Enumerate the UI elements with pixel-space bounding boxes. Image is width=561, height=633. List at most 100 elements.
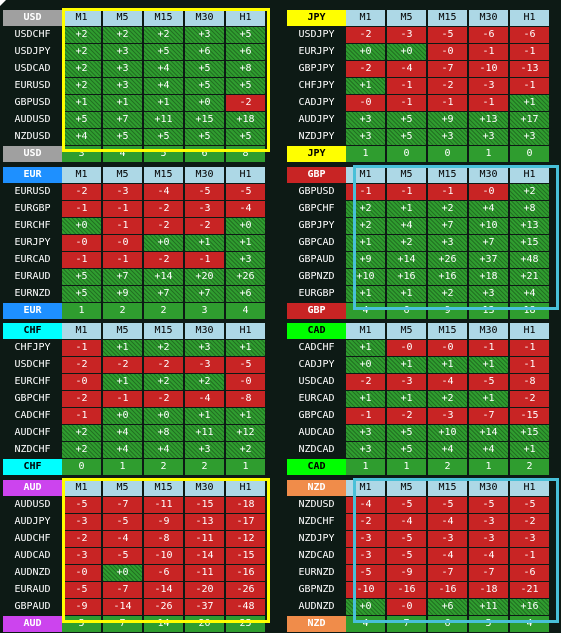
strength-cell: -3	[469, 78, 508, 94]
strength-cell: -1	[510, 44, 549, 60]
strength-cell: -2	[346, 514, 385, 530]
pair-label: EURNZD	[298, 567, 335, 578]
strength-cell: -20	[185, 582, 224, 598]
pair-row-usdcad: USDCAD +2 +3 +4 +5 +8	[3, 61, 267, 77]
strength-cell: +26	[428, 252, 467, 268]
pair-label: USDCAD	[14, 63, 51, 74]
pair-label: CADJPY	[298, 359, 335, 370]
strength-cell: +20	[185, 269, 224, 285]
currency-footer-label: GBP	[287, 303, 346, 319]
strength-cell: +10	[346, 269, 385, 285]
timeframe-header-m30: M30	[185, 167, 224, 183]
pair-row-usdchf: USDCHF +2 +2 +2 +3 +5	[3, 27, 267, 43]
strength-cell: +14	[387, 252, 426, 268]
strength-cell: -37	[185, 599, 224, 615]
strength-cell: +8	[226, 61, 265, 77]
strength-cell: +1	[387, 391, 426, 407]
window-corner-marker	[0, 0, 6, 6]
strength-cell: +5	[226, 78, 265, 94]
strength-cell: -4	[387, 514, 426, 530]
strength-cell: +2	[62, 425, 101, 441]
strength-cell: -2	[185, 218, 224, 234]
pair-row-audjpy: AUDJPY +3 +5 +9 +13 +17	[287, 112, 551, 128]
footer-score-cell: 2	[144, 459, 183, 475]
strength-cell: +1	[226, 408, 265, 424]
timeframe-header-m30: M30	[185, 323, 224, 339]
pair-row-nzdchf: NZDCHF -2 -4 -4 -3 -2	[287, 514, 551, 530]
strength-cell: +15	[510, 235, 549, 251]
footer-score-cell: 6	[387, 303, 426, 319]
strength-cell: -16	[387, 582, 426, 598]
panel-header: EUR M1 M5 M15 M30 H1	[3, 167, 267, 183]
footer-score-cell: 4	[510, 616, 549, 632]
strength-cell: -2	[144, 201, 183, 217]
timeframe-header-h1: H1	[510, 480, 549, 496]
timeframe-header-h1: H1	[226, 480, 265, 496]
pair-label: NZDUSD	[14, 131, 51, 142]
pair-label: USDJPY	[298, 29, 335, 40]
pair-label: GBPAUD	[298, 254, 335, 265]
strength-cell: -13	[185, 514, 224, 530]
footer-score-cell: 9	[428, 303, 467, 319]
timeframe-header-h1: H1	[510, 167, 549, 183]
strength-cell: +17	[510, 112, 549, 128]
pair-label: EURCHF	[14, 376, 51, 387]
timeframe-header-m5: M5	[103, 167, 142, 183]
pair-label: CHFJPY	[14, 342, 51, 353]
strength-cell: -1	[428, 184, 467, 200]
strength-cell: -8	[226, 391, 265, 407]
strength-cell: -1	[387, 95, 426, 111]
footer-score-cell: 0	[428, 146, 467, 162]
strength-cell: -7	[103, 497, 142, 513]
pair-row-gbpaud: GBPAUD -9 -14 -26 -37 -48	[3, 599, 267, 615]
strength-cell: +1	[387, 286, 426, 302]
pair-label: CADJPY	[298, 97, 335, 108]
strength-cell: +5	[185, 61, 224, 77]
strength-cell: -3	[510, 531, 549, 547]
strength-cell: -11	[185, 531, 224, 547]
pair-row-gbpcad: GBPCAD +1 +2 +3 +7 +15	[287, 235, 551, 251]
strength-cell: +5	[387, 425, 426, 441]
timeframe-header-m30: M30	[469, 323, 508, 339]
strength-cell: +4	[428, 442, 467, 458]
pair-label: EURJPY	[14, 237, 51, 248]
pair-label: GBPJPY	[298, 220, 335, 231]
strength-cell: -2	[62, 184, 101, 200]
strength-cell: +16	[428, 269, 467, 285]
strength-cell: -4	[103, 531, 142, 547]
panel-footer: AUD 5 7 14 20 25	[3, 616, 267, 632]
strength-cell: +5	[185, 78, 224, 94]
panel-header: CAD M1 M5 M15 M30 H1	[287, 323, 551, 339]
pair-row-gbpnzd: GBPNZD -10 -16 -16 -18 -21	[287, 582, 551, 598]
strength-cell: -7	[428, 565, 467, 581]
pair-label: AUDNZD	[14, 567, 51, 578]
strength-cell: -3	[185, 357, 224, 373]
strength-cell: +5	[62, 269, 101, 285]
timeframe-header-m1: M1	[62, 323, 101, 339]
strength-cell: -4	[469, 548, 508, 564]
strength-cell: +1	[428, 357, 467, 373]
strength-cell: +3	[103, 78, 142, 94]
pair-row-nzdchf: NZDCHF +2 +4 +4 +3 +2	[3, 442, 267, 458]
strength-cell: -3	[387, 27, 426, 43]
pair-row-audcad: AUDCAD +3 +5 +10 +14 +15	[287, 425, 551, 441]
strength-cell: -4	[428, 374, 467, 390]
strength-cell: +4	[103, 425, 142, 441]
strength-cell: +5	[226, 129, 265, 145]
strength-cell: -1	[62, 252, 101, 268]
pair-row-gbpaud: GBPAUD +9 +14 +26 +37 +48	[287, 252, 551, 268]
pair-label: USDCHF	[14, 29, 51, 40]
panel-nzd: NZD M1 M5 M15 M30 H1 NZDUSD -4 -5 -5 -5 -5 NZDCHF -2-…	[287, 480, 551, 633]
panel-eur: EUR M1 M5 M15 M30 H1 EURUSD -2 -3 -4 -5 -5 EURGBP -1-…	[3, 167, 267, 320]
timeframe-header-m15: M15	[428, 10, 467, 26]
strength-cell: +16	[510, 599, 549, 615]
footer-score-cell: 0	[510, 146, 549, 162]
strength-cell: +5	[144, 44, 183, 60]
strength-cell: -9	[144, 514, 183, 530]
strength-cell: +0	[62, 218, 101, 234]
strength-cell: -1	[103, 252, 142, 268]
strength-cell: -2	[346, 27, 385, 43]
strength-cell: -5	[469, 497, 508, 513]
strength-cell: -3	[62, 548, 101, 564]
pair-label: NZDJPY	[298, 131, 335, 142]
